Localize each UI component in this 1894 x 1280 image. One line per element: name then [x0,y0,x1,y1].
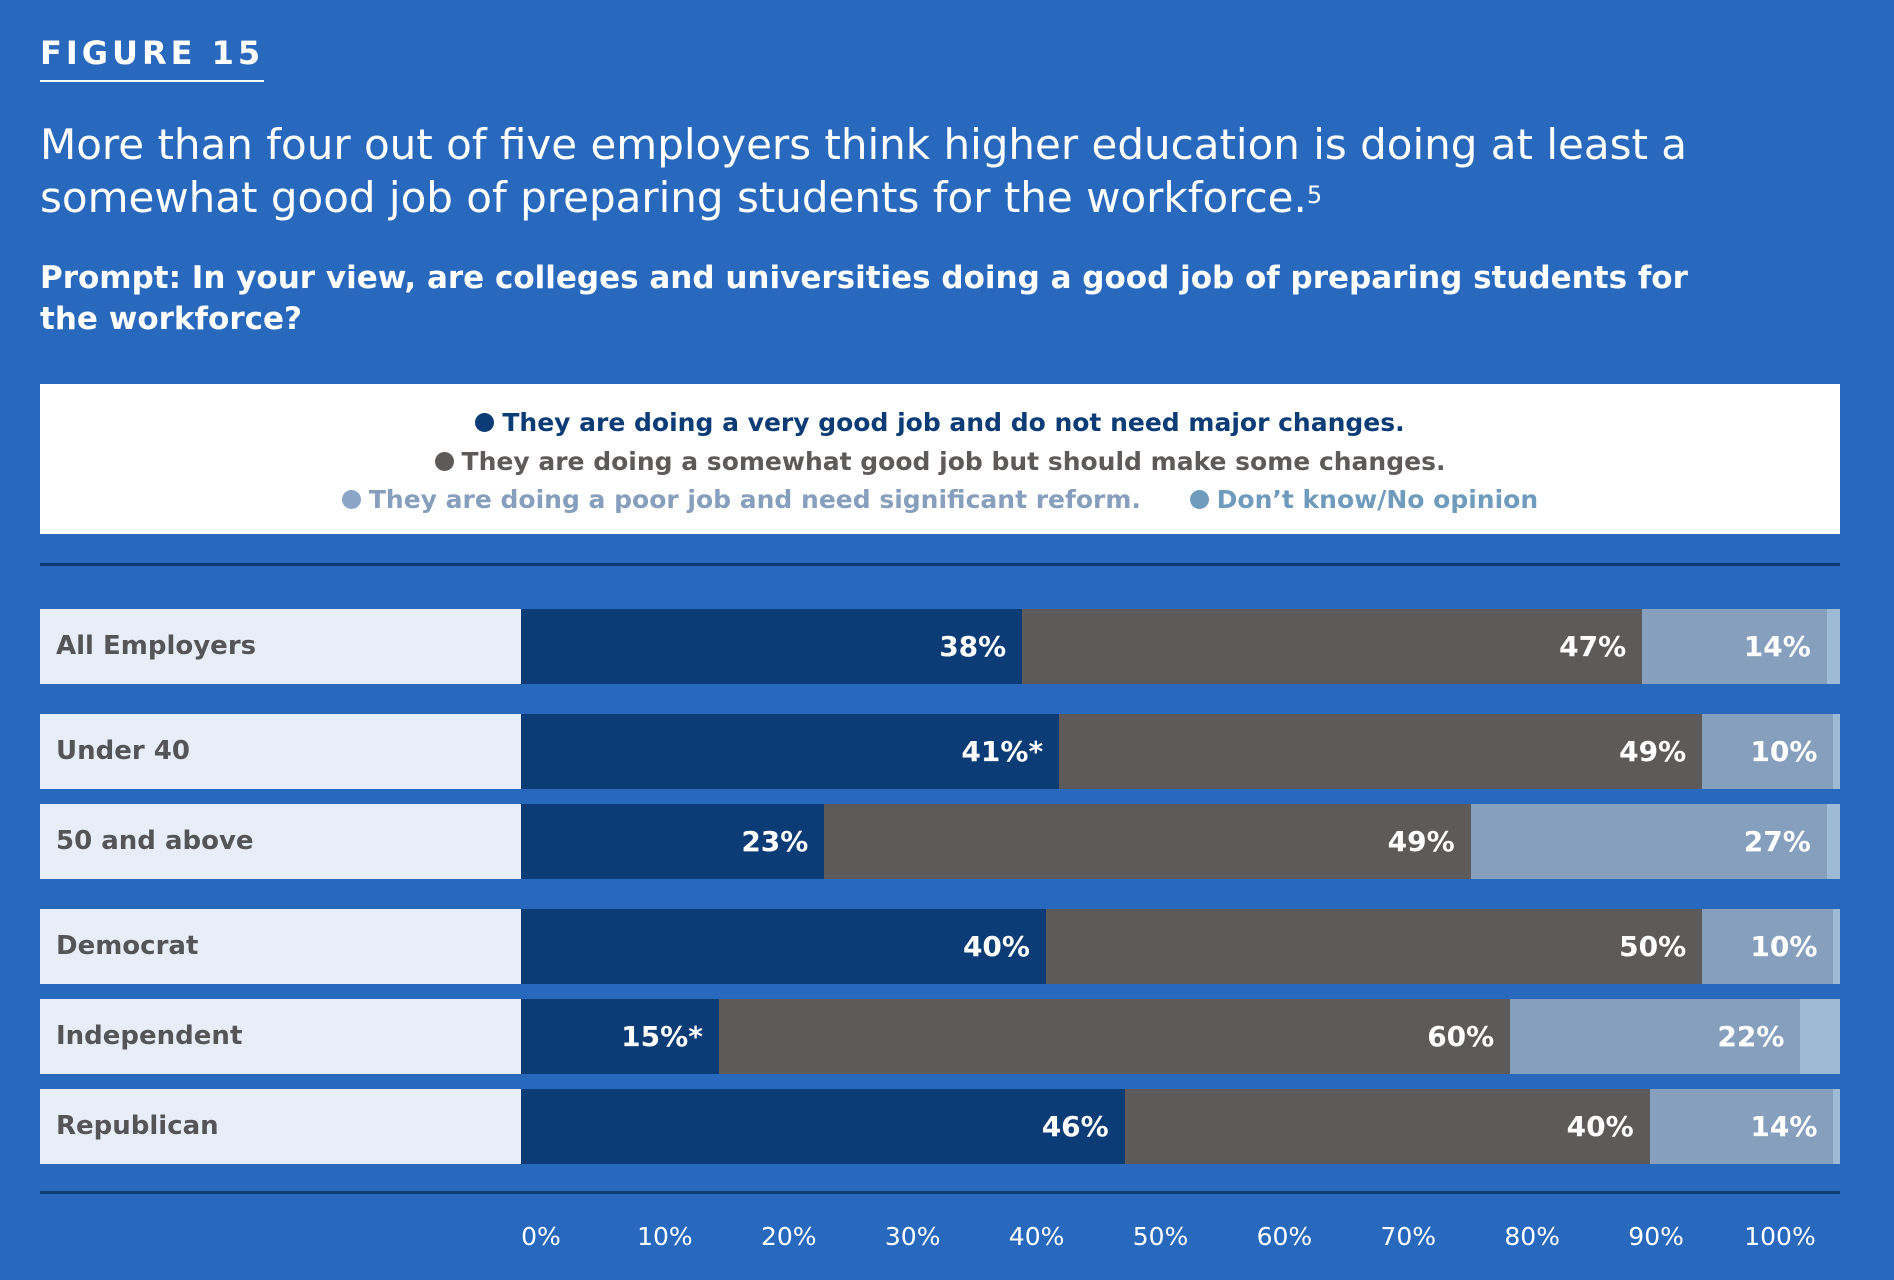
bar-poor [1702,714,1834,789]
data-label: 50% [1619,930,1687,963]
bar-dont-know [1800,999,1841,1074]
data-label: 38% [939,630,1007,663]
data-label: 10% [1750,735,1818,768]
data-label: 23% [741,825,809,858]
legend-label: They are doing a very good job and do no… [502,408,1405,437]
x-tick-label: 30% [884,1222,941,1251]
legend-item-somewhat-good: They are doing a somewhat good job but s… [434,447,1446,476]
x-tick-label: 70% [1380,1222,1437,1251]
data-label: 41%* [961,735,1044,768]
legend-label: Don’t know/No opinion [1216,485,1539,514]
data-label: 49% [1619,735,1687,768]
data-label: 40% [1566,1110,1634,1143]
data-label: 14% [1743,630,1811,663]
data-label: 15%* [621,1020,703,1053]
top-rule [40,563,1840,566]
bar-poor [1649,1089,1834,1164]
bar-very-good [521,714,1060,789]
legend-label: They are doing a somewhat good job but s… [461,447,1446,476]
bar-poor [1510,999,1801,1074]
legend-dot-icon [1189,490,1209,509]
data-label: 49% [1387,825,1455,858]
x-tick-label: 90% [1628,1222,1684,1251]
bar-dont-know [1833,714,1841,789]
prompt-text: Prompt: In your view, are colleges and u… [40,260,1688,337]
bar-dont-know [1826,804,1841,879]
x-tick-label: 50% [1132,1222,1189,1251]
category-label: Democrat [40,909,521,984]
chart-legend: They are doing a very good job and do no… [40,384,1840,534]
footnote-mark: 5 [1306,181,1323,209]
data-label: 14% [1750,1110,1818,1143]
x-tick-label: 100% [1744,1222,1816,1251]
legend-dot-icon [341,490,361,509]
bar-dont-know [1833,909,1841,984]
legend-item-poor: They are doing a poor job and need signi… [341,485,1141,514]
data-label: 60% [1427,1020,1495,1053]
bar-very-good [521,999,720,1074]
data-label: 22% [1717,1020,1785,1053]
bar-somewhat-good [1124,1089,1651,1164]
x-tick-label: 10% [637,1222,693,1251]
data-label: 40% [962,930,1030,963]
bar-somewhat-good [1059,714,1703,789]
bar-somewhat-good [1045,909,1703,984]
x-tick-label: 80% [1504,1222,1560,1251]
bar-somewhat-good [1022,609,1643,684]
x-tick-label: 0% [521,1222,561,1251]
headline: More than four out of five employers thi… [40,118,1740,224]
bar-dont-know [1833,1089,1841,1164]
figure-label: FIGURE 15 [40,34,265,82]
bar-poor [1702,909,1834,984]
category-label: All Employers [40,609,521,684]
bar-very-good [521,804,825,879]
bar-dont-know [1826,609,1841,684]
category-label: Republican [40,1089,521,1164]
legend-dot-icon [475,413,495,432]
bar-very-good [521,609,1023,684]
category-label: 50 and above [40,804,521,879]
bar-poor [1470,804,1828,879]
data-label: 47% [1559,630,1627,663]
bar-somewhat-good [718,999,1511,1074]
x-tick-label: 40% [1008,1222,1065,1251]
bar-very-good [521,1089,1126,1164]
legend-item-dont-know: Don’t know/No opinion [1189,485,1539,514]
bar-poor [1642,609,1828,684]
legend-row-1: They are doing a very good job and do no… [40,408,1840,437]
bar-very-good [521,909,1047,984]
legend-row-3: They are doing a poor job and need signi… [40,485,1840,514]
headline-text: More than four out of five employers thi… [40,120,1688,222]
legend-dot-icon [434,452,454,471]
bar-somewhat-good [824,804,1472,879]
bottom-rule [40,1191,1840,1194]
legend-label: They are doing a poor job and need signi… [368,485,1141,514]
data-label: 27% [1743,825,1811,858]
data-label: 46% [1041,1110,1109,1143]
category-label: Independent [40,999,521,1074]
x-tick-label: 20% [761,1222,817,1251]
x-tick-label: 60% [1256,1222,1313,1251]
legend-row-2: They are doing a somewhat good job but s… [40,447,1840,476]
legend-item-very-good: They are doing a very good job and do no… [475,408,1405,437]
category-label: Under 40 [40,714,521,789]
data-label: 10% [1750,930,1818,963]
